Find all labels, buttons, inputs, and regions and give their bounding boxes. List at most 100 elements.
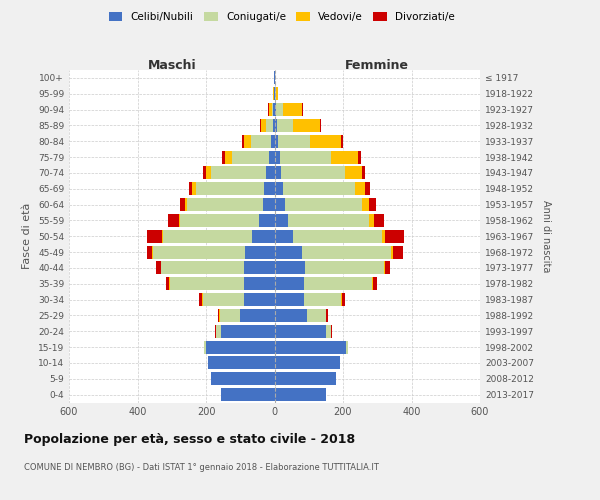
Bar — [275, 325, 326, 338]
Y-axis label: Fasce di età: Fasce di età — [22, 203, 32, 270]
Bar — [331, 325, 332, 338]
Legend: Celibi/Nubili, Coniugati/e, Vedovi/e, Divorziati/e: Celibi/Nubili, Coniugati/e, Vedovi/e, Di… — [105, 8, 459, 26]
Bar — [288, 214, 368, 227]
Bar — [211, 372, 275, 385]
Bar — [275, 309, 307, 322]
Bar — [147, 230, 162, 242]
Bar — [269, 103, 272, 116]
Bar — [326, 325, 331, 338]
Bar — [204, 340, 206, 353]
Bar — [278, 135, 310, 147]
Bar — [166, 278, 169, 290]
Bar — [181, 214, 259, 227]
Bar — [342, 293, 345, 306]
Bar — [275, 88, 276, 100]
Bar — [170, 278, 244, 290]
Bar — [245, 246, 275, 258]
Bar — [215, 325, 216, 338]
Bar — [275, 135, 278, 147]
Bar — [283, 182, 355, 195]
Bar — [281, 166, 345, 179]
Bar — [266, 166, 275, 179]
Bar — [392, 246, 403, 258]
Bar — [221, 388, 275, 401]
Bar — [222, 150, 225, 164]
Bar — [260, 119, 261, 132]
Bar — [304, 293, 341, 306]
Bar — [163, 230, 252, 242]
Bar — [275, 198, 285, 211]
Bar — [275, 166, 281, 179]
Bar — [206, 166, 211, 179]
Text: Maschi: Maschi — [148, 58, 196, 71]
Bar — [161, 262, 244, 274]
Text: Femmine: Femmine — [345, 58, 409, 71]
Bar — [302, 246, 391, 258]
Bar — [341, 135, 343, 147]
Bar — [153, 246, 245, 258]
Bar — [240, 309, 275, 322]
Bar — [251, 135, 271, 147]
Bar — [345, 166, 362, 179]
Bar — [216, 325, 221, 338]
Y-axis label: Anni di nascita: Anni di nascita — [541, 200, 551, 272]
Bar — [259, 214, 275, 227]
Bar — [162, 230, 163, 242]
Bar — [268, 103, 269, 116]
Bar — [382, 230, 385, 242]
Bar — [275, 119, 277, 132]
Bar — [276, 88, 278, 100]
Bar — [355, 182, 365, 195]
Bar — [358, 150, 361, 164]
Bar — [293, 119, 320, 132]
Bar — [261, 119, 266, 132]
Bar — [293, 230, 382, 242]
Bar — [374, 214, 384, 227]
Bar — [244, 293, 275, 306]
Bar — [346, 340, 348, 353]
Bar — [320, 119, 321, 132]
Bar — [206, 340, 275, 353]
Bar — [266, 119, 273, 132]
Bar — [275, 230, 293, 242]
Bar — [368, 214, 374, 227]
Bar — [275, 182, 283, 195]
Bar — [326, 309, 328, 322]
Bar — [385, 230, 404, 242]
Bar — [362, 198, 368, 211]
Bar — [264, 182, 275, 195]
Bar — [274, 103, 275, 116]
Bar — [244, 135, 251, 147]
Bar — [242, 135, 244, 147]
Bar — [155, 262, 161, 274]
Bar — [169, 278, 170, 290]
Bar — [331, 150, 358, 164]
Bar — [373, 278, 377, 290]
Bar — [252, 230, 275, 242]
Bar — [275, 150, 280, 164]
Bar — [275, 293, 304, 306]
Bar — [276, 103, 283, 116]
Bar — [211, 166, 266, 179]
Bar — [169, 214, 179, 227]
Bar — [221, 325, 275, 338]
Bar — [305, 262, 384, 274]
Bar — [187, 198, 263, 211]
Bar — [192, 182, 196, 195]
Bar — [179, 214, 181, 227]
Bar — [225, 150, 232, 164]
Bar — [152, 246, 153, 258]
Bar — [310, 135, 341, 147]
Bar — [307, 309, 326, 322]
Bar — [385, 262, 390, 274]
Bar — [181, 198, 185, 211]
Bar — [362, 166, 365, 179]
Bar — [365, 182, 370, 195]
Bar — [244, 278, 275, 290]
Bar — [275, 340, 346, 353]
Bar — [275, 372, 336, 385]
Bar — [277, 119, 293, 132]
Bar — [263, 198, 275, 211]
Bar — [203, 166, 206, 179]
Bar — [384, 262, 385, 274]
